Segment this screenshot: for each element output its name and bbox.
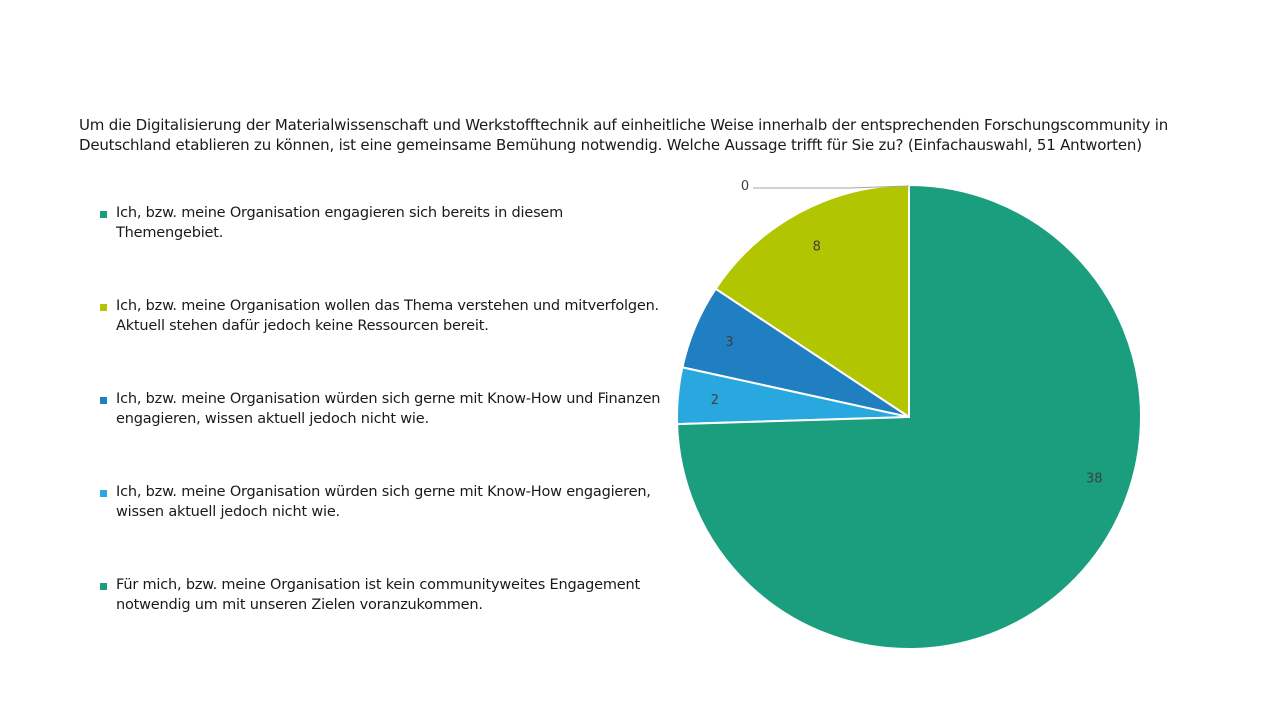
leader-line xyxy=(753,185,910,189)
legend-item: Ich, bzw. meine Organisation engagieren … xyxy=(100,203,665,243)
chart-title: Um die Digitalisierung der Materialwisse… xyxy=(79,116,1169,154)
legend-label: Für mich, bzw. meine Organisation ist ke… xyxy=(116,577,640,613)
legend-swatch xyxy=(100,211,107,218)
legend-swatch xyxy=(100,397,107,404)
data-label: 8 xyxy=(813,239,821,254)
legend-item: Ich, bzw. meine Organisation würden sich… xyxy=(100,482,665,522)
legend-item: Für mich, bzw. meine Organisation ist ke… xyxy=(100,575,665,615)
data-label: 0 xyxy=(741,179,749,194)
legend-swatch xyxy=(100,304,107,311)
data-label: 38 xyxy=(1086,472,1103,487)
pie-slice xyxy=(714,183,910,419)
legend-label: Ich, bzw. meine Organisation würden sich… xyxy=(116,484,651,520)
legend-item: Ich, bzw. meine Organisation wollen das … xyxy=(100,296,665,336)
legend-swatch xyxy=(100,490,107,497)
legend-item: Ich, bzw. meine Organisation würden sich… xyxy=(100,389,665,429)
legend-label: Ich, bzw. meine Organisation würden sich… xyxy=(116,391,661,427)
pie-slice xyxy=(676,183,1142,650)
data-label: 3 xyxy=(725,335,733,350)
legend-label: Ich, bzw. meine Organisation engagieren … xyxy=(116,205,564,241)
legend-label: Ich, bzw. meine Organisation wollen das … xyxy=(116,298,659,334)
legend-swatch xyxy=(100,583,107,590)
data-label: 2 xyxy=(711,393,719,408)
